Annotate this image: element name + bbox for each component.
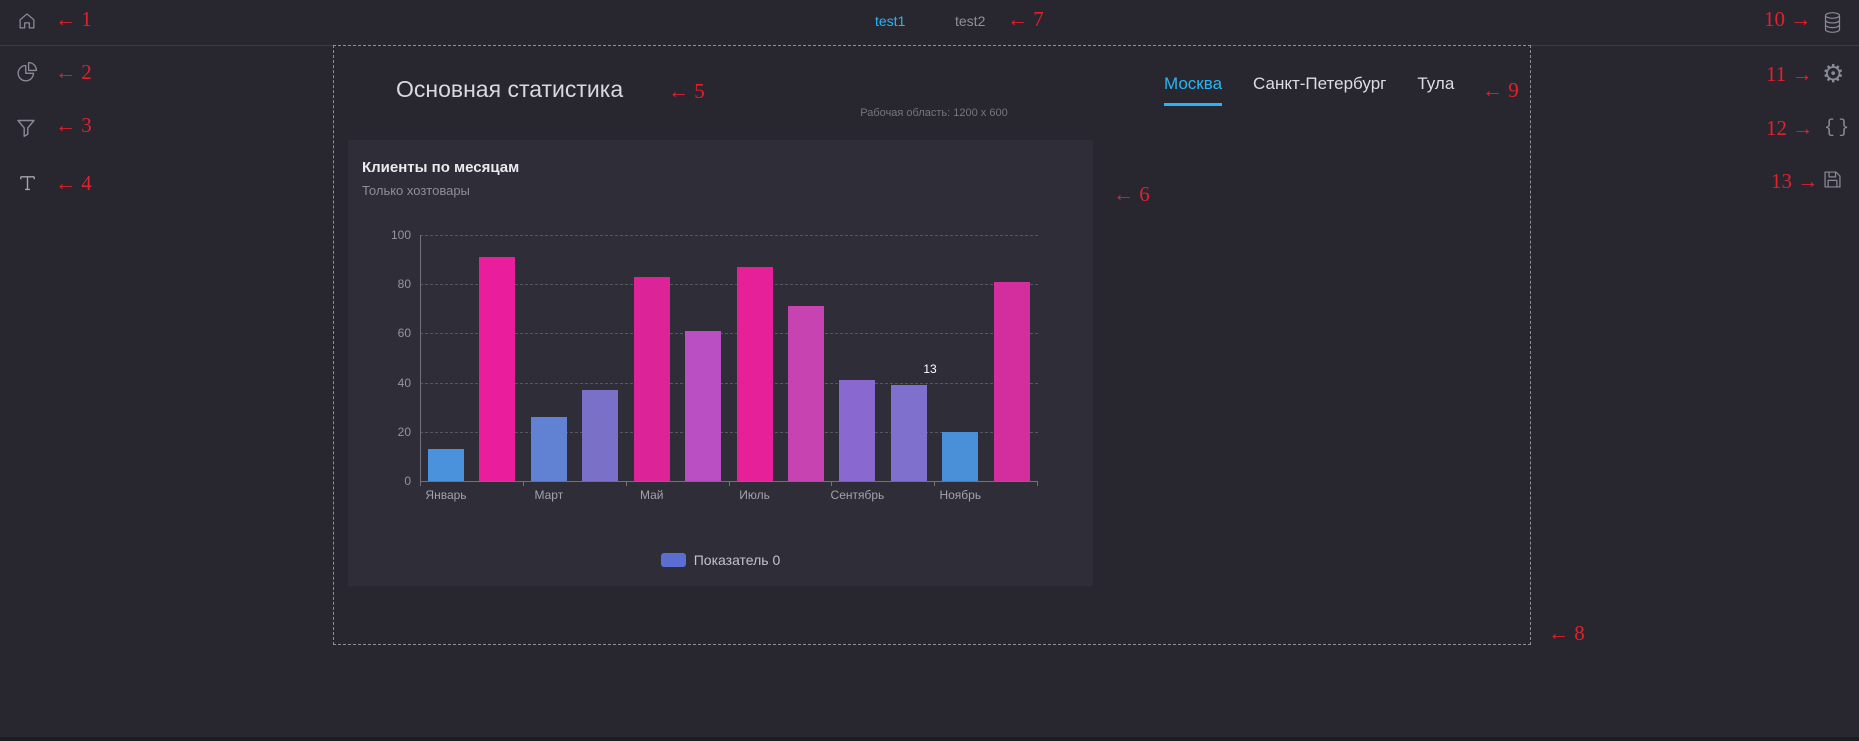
legend-swatch: [660, 553, 686, 567]
annotation-4: ← 4: [55, 171, 92, 195]
gridline: [420, 235, 1038, 236]
y-axis-label: 20: [397, 424, 411, 439]
tab-test1[interactable]: test1: [875, 13, 906, 29]
tab-tula[interactable]: Тула: [1417, 74, 1455, 93]
x-axis-tick: [625, 481, 627, 486]
dashboard-canvas[interactable]: Основная статистика Рабочая область: 120…: [333, 45, 1531, 645]
chart-legend[interactable]: Показатель 0: [348, 552, 1093, 568]
workspace-size-label: Рабочая область: 1200 x 600: [860, 107, 1008, 119]
bottom-edge: [0, 737, 1859, 741]
chart-title: Клиенты по месяцам: [362, 159, 520, 176]
text-tool-icon[interactable]: [16, 171, 39, 195]
header-divider-left: [0, 45, 333, 46]
x-axis-tick: [522, 481, 524, 486]
annotation-1: ← 1: [55, 7, 92, 31]
bar-Июль[interactable]: [736, 266, 773, 481]
legend-label: Показатель 0: [693, 552, 781, 568]
annotation-13: 13 →: [1771, 169, 1819, 193]
x-axis-label: Ноябрь: [939, 488, 982, 502]
tab-test2[interactable]: test2: [955, 13, 986, 29]
y-axis-label: 60: [397, 326, 411, 341]
x-axis-tick: [420, 481, 421, 486]
x-axis-tick: [831, 481, 833, 486]
y-axis-label: 100: [390, 228, 411, 242]
chart-subtitle: Только хозтовары: [362, 183, 470, 198]
bar-Май[interactable]: [633, 276, 670, 481]
x-axis-label: Июль: [739, 488, 770, 502]
filter-icon[interactable]: [14, 116, 38, 140]
tab-moskva[interactable]: Москва: [1164, 74, 1223, 106]
bar-chart: 0 20 40 60 80 100 Январь Март Май Июль Сентябрь Ноя…: [348, 140, 1093, 586]
annotation-10: 10 →: [1764, 7, 1812, 31]
x-axis-label: Май: [639, 488, 664, 502]
bar-Октябрь[interactable]: [890, 385, 927, 481]
annotation-8: ← 8: [1548, 621, 1585, 645]
database-icon[interactable]: [1822, 11, 1843, 34]
bar-Январь[interactable]: [428, 449, 464, 481]
y-axis-label: 40: [397, 375, 411, 390]
city-tab-bar: Москва Санкт-Петербург Тула: [1164, 74, 1454, 106]
annotation-9: ← 9: [1482, 78, 1519, 102]
y-axis-label: 80: [397, 277, 411, 292]
pie-chart-icon[interactable]: [15, 61, 38, 84]
bar-Июнь[interactable]: [685, 330, 722, 481]
annotation-3: ← 3: [55, 113, 92, 137]
dashboard-title: Основная статистика: [396, 76, 624, 102]
tab-sankt-peterburg[interactable]: Санкт-Петербург: [1253, 74, 1387, 93]
bar-Август[interactable]: [788, 306, 824, 481]
annotation-5: ← 5: [668, 79, 705, 103]
bar-Сентябрь[interactable]: [839, 380, 876, 481]
code-braces-icon[interactable]: { }: [1824, 118, 1850, 138]
header-divider-right: [1531, 45, 1859, 46]
gridline: [420, 333, 1038, 335]
bar-Декабрь[interactable]: [993, 281, 1030, 481]
annotation-12: 12 →: [1766, 116, 1814, 140]
annotation-2: ← 2: [55, 60, 92, 84]
x-axis-tick: [728, 481, 730, 486]
gridline: [420, 382, 1038, 384]
gridline: [420, 431, 1038, 433]
x-axis-label: Январь: [425, 488, 467, 502]
bar-Март[interactable]: [530, 417, 567, 481]
x-axis-tick: [1037, 481, 1039, 486]
bar-Апрель[interactable]: [582, 389, 619, 481]
annotation-11: 11 →: [1766, 62, 1813, 86]
y-axis-line: [420, 235, 421, 481]
annotation-6: ← 6: [1113, 182, 1150, 206]
chart-widget-card[interactable]: Клиенты по месяцам Только хозтовары 0 20 4…: [348, 140, 1093, 586]
save-icon[interactable]: [1822, 169, 1843, 190]
home-icon[interactable]: [16, 10, 38, 32]
settings-gear-icon[interactable]: ⚙: [1822, 59, 1845, 88]
bar-Ноябрь[interactable]: [942, 431, 979, 481]
x-axis-label: Сентябрь: [830, 488, 885, 502]
bar-Февраль[interactable]: [479, 257, 516, 481]
y-axis-label: 0: [404, 474, 411, 488]
bar-value-label: 13: [923, 362, 937, 376]
x-axis-label: Март: [534, 488, 564, 502]
x-axis-tick: [934, 481, 936, 486]
annotation-7: ← 7: [1007, 7, 1044, 31]
gridline: [420, 284, 1038, 286]
